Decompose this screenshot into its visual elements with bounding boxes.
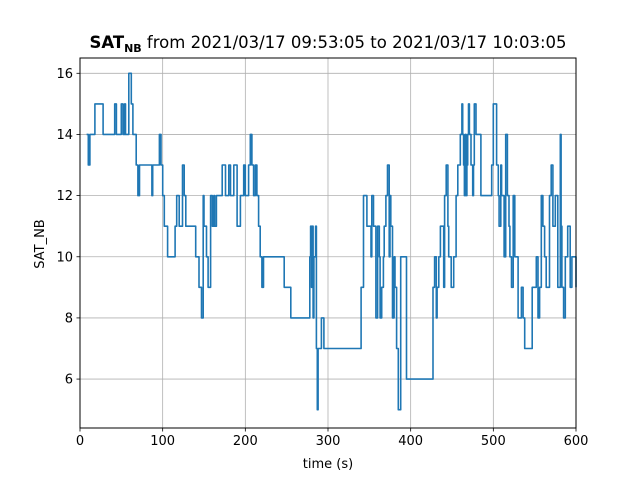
y-tick-label: 10 bbox=[56, 250, 73, 265]
x-tick-label: 600 bbox=[564, 434, 589, 449]
y-axis-ticks: 6 8 10 12 14 16 bbox=[56, 67, 80, 388]
x-tick-label: 100 bbox=[150, 434, 175, 449]
y-axis-label: SAT_NB bbox=[33, 219, 48, 268]
title-subscript: NB bbox=[124, 42, 142, 55]
series-line bbox=[86, 72, 577, 411]
grid bbox=[79, 58, 577, 428]
x-axis-ticks: 0 100 200 300 400 500 600 bbox=[76, 428, 589, 449]
y-tick-label: 8 bbox=[65, 311, 73, 326]
y-tick-label: 16 bbox=[56, 67, 73, 82]
y-tick-label: 12 bbox=[56, 189, 73, 204]
x-tick-label: 200 bbox=[233, 434, 258, 449]
x-tick-label: 500 bbox=[481, 434, 506, 449]
y-tick-label: 6 bbox=[65, 373, 73, 388]
y-tick-label: 14 bbox=[56, 128, 73, 143]
x-tick-label: 300 bbox=[316, 434, 341, 449]
title-bold: SAT bbox=[89, 33, 124, 52]
x-axis-label: time (s) bbox=[303, 457, 353, 472]
x-tick-label: 0 bbox=[76, 434, 84, 449]
x-tick-label: 400 bbox=[398, 434, 423, 449]
title-rest: from 2021/03/17 09:53:05 to 2021/03/17 1… bbox=[142, 33, 567, 52]
chart-title: SATNB from 2021/03/17 09:53:05 to 2021/0… bbox=[89, 33, 566, 55]
